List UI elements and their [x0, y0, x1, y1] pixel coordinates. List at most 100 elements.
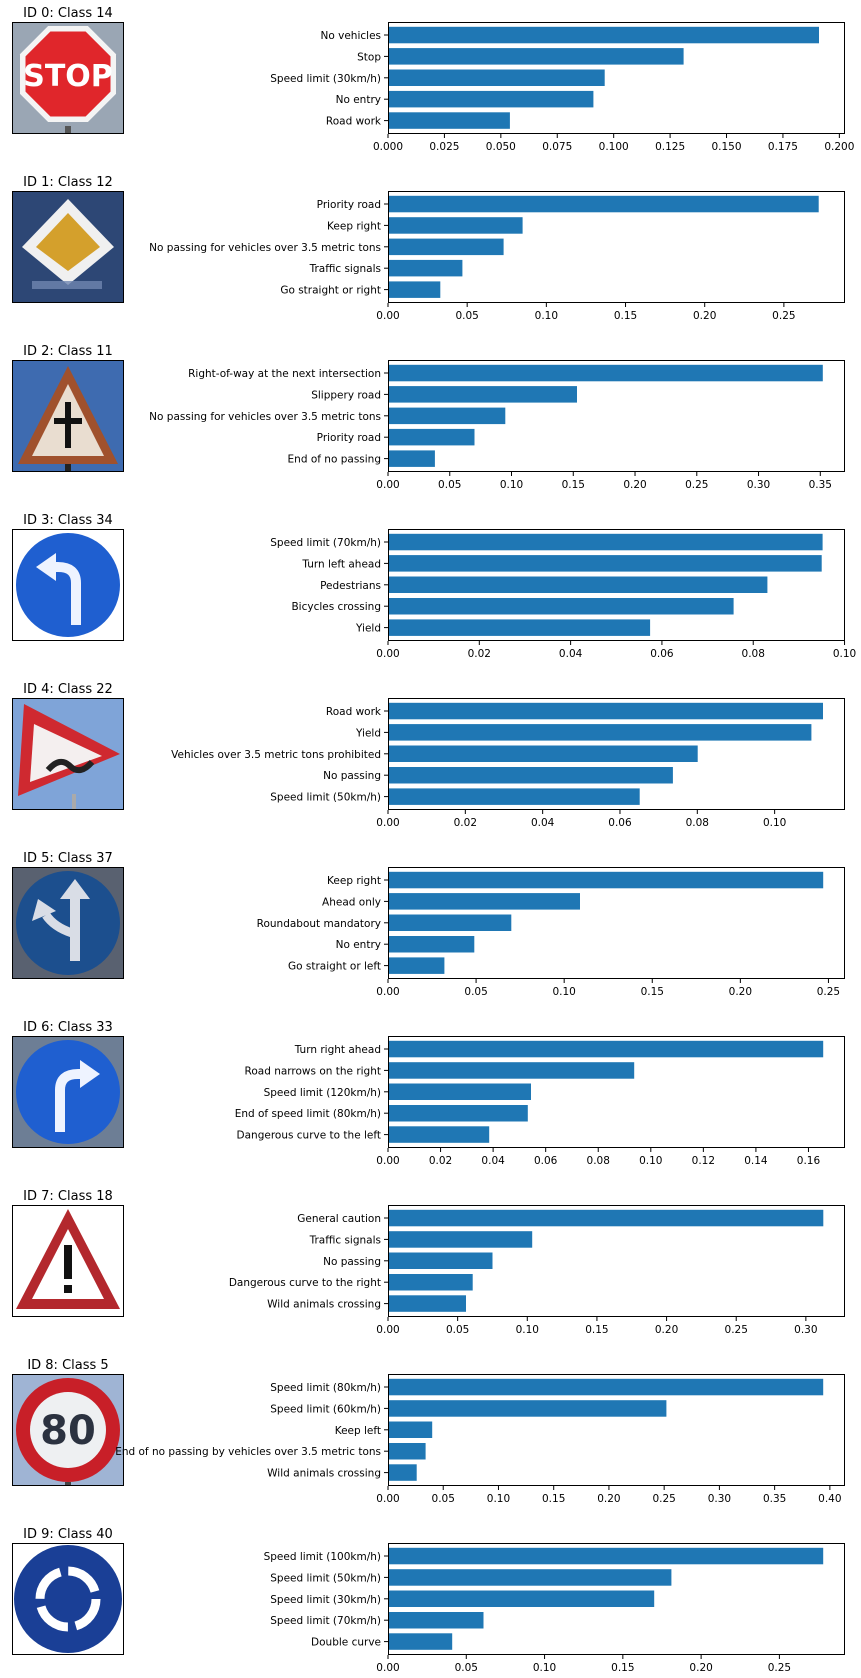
go-straight-or-left-sign-icon — [12, 867, 124, 979]
speed-limit-80-sign-icon: 80 — [12, 1374, 124, 1486]
y-tick-label: Keep right — [327, 220, 381, 232]
x-tick-label: 0.05 — [432, 1493, 455, 1505]
axes-frame — [388, 360, 845, 472]
y-tick-label: No passing for vehicles over 3.5 metric … — [149, 411, 381, 423]
bar — [388, 364, 823, 382]
x-tick-label: 0.05 — [455, 1662, 478, 1674]
x-tick-label: 0.12 — [692, 1155, 715, 1167]
arrow-head — [80, 1060, 100, 1088]
y-tick-label: Priority road — [317, 432, 381, 444]
bar — [388, 598, 734, 615]
sign-post — [72, 794, 76, 810]
chart-panel-1: ID 1: Class 12 Priority road Keep right No … — [12, 175, 845, 322]
mandatory-sign-face — [16, 871, 120, 975]
x-tick-label: 0.06 — [608, 817, 632, 829]
chart-panel-9: ID 9: Class 40 Speed limit (100km/h) Speed… — [12, 1527, 845, 1674]
x-tick-label: 0.00 — [376, 648, 399, 660]
mandatory-sign-face — [16, 533, 120, 637]
image-frame — [12, 1374, 124, 1486]
sign-post — [65, 1482, 71, 1486]
arrow-head — [36, 553, 56, 581]
stop-sign-icon: STOP — [12, 22, 124, 134]
x-tick-label: 0.06 — [650, 648, 674, 660]
y-tick-label: Speed limit (30km/h) — [270, 73, 381, 85]
arrow-shaft — [54, 562, 81, 625]
y-tick-label: Speed limit (70km/h) — [270, 1615, 381, 1627]
x-tick-label: 0.10 — [535, 310, 558, 322]
turn-left-ahead-sign-icon — [12, 529, 124, 641]
image-frame — [12, 1036, 124, 1148]
x-tick-label: 0.20 — [655, 1324, 678, 1336]
bar — [388, 702, 823, 720]
y-tick-label: Dangerous curve to the left — [237, 1130, 381, 1142]
axes-frame — [388, 1543, 845, 1655]
bar — [388, 957, 445, 974]
arrow-shaft — [42, 912, 74, 938]
x-tick-label: 0.00 — [376, 1155, 399, 1167]
sign-plate — [32, 281, 102, 289]
x-tick-label: 0.10 — [487, 1493, 510, 1505]
priority-sign-face — [36, 213, 100, 271]
x-tick-label: 0.00 — [376, 479, 399, 491]
chart-title: ID 2: Class 11 — [23, 344, 113, 359]
bar — [388, 1590, 655, 1607]
y-tick-label: Slippery road — [311, 389, 381, 401]
bar — [388, 871, 824, 889]
sign-symbol — [65, 402, 71, 448]
y-tick-label: Go straight or left — [288, 961, 381, 973]
bar — [388, 724, 812, 741]
x-tick-label: 0.25 — [772, 310, 795, 322]
y-tick-label: Speed limit (30km/h) — [270, 1594, 381, 1606]
x-tick-label: 0.20 — [729, 986, 752, 998]
speed-sign-face — [30, 1392, 106, 1468]
y-tick-label: End of no passing by vehicles over 3.5 m… — [115, 1446, 381, 1458]
x-tick-label: 0.35 — [809, 479, 832, 491]
x-tick-label: 0.050 — [486, 141, 516, 153]
image-frame — [12, 529, 124, 641]
axes-frame — [388, 22, 845, 134]
x-tick-label: 0.08 — [587, 1155, 610, 1167]
bar — [388, 1295, 466, 1312]
axes-frame — [388, 1205, 845, 1317]
sign-symbol — [54, 418, 82, 424]
bar — [388, 1547, 824, 1565]
bar — [388, 259, 463, 277]
priority-road-sign-icon — [12, 191, 124, 303]
bar — [388, 576, 768, 593]
general-caution-sign-icon — [12, 1205, 124, 1317]
chart-panel-7: ID 7: Class 18 General caution Traffic sig… — [12, 1189, 845, 1336]
bar — [388, 1400, 667, 1417]
x-tick-label: 0.150 — [711, 141, 741, 153]
y-tick-label: Speed limit (80km/h) — [270, 1382, 381, 1394]
chart-panel-5: ID 5: Class 37 Keep right Ahead only Rounda… — [12, 851, 845, 998]
bar — [388, 1062, 635, 1079]
x-tick-label: 0.20 — [689, 1662, 712, 1674]
y-tick-label: Road narrows on the right — [245, 1065, 381, 1077]
chart-title: ID 7: Class 18 — [23, 1189, 113, 1204]
bar — [388, 281, 441, 298]
bar — [388, 26, 819, 44]
bar — [388, 386, 577, 403]
y-tick-label: General caution — [297, 1213, 381, 1225]
mandatory-sign-face — [16, 1040, 120, 1144]
x-tick-label: 0.16 — [797, 1155, 821, 1167]
y-tick-label: Speed limit (50km/h) — [270, 792, 381, 804]
x-tick-label: 0.15 — [585, 1324, 608, 1336]
bar — [388, 1083, 531, 1100]
x-tick-label: 0.35 — [763, 1493, 786, 1505]
chart-title: ID 9: Class 40 — [23, 1527, 113, 1542]
chart-title: ID 6: Class 33 — [23, 1020, 113, 1035]
bar — [388, 1633, 453, 1650]
bar — [388, 767, 673, 784]
axes-frame — [388, 529, 845, 641]
y-tick-label: No vehicles — [321, 30, 381, 42]
x-tick-label: 0.15 — [641, 986, 664, 998]
y-tick-label: Traffic signals — [309, 1234, 381, 1246]
x-tick-label: 0.10 — [500, 479, 523, 491]
x-tick-label: 0.00 — [376, 1493, 399, 1505]
chart-panel-8: ID 8: Class 5 80 Speed limit (80km/h) Speed… — [12, 1358, 845, 1505]
y-tick-label: No passing — [323, 1256, 381, 1268]
bar — [388, 1569, 672, 1586]
y-tick-label: Wild animals crossing — [267, 1299, 381, 1311]
